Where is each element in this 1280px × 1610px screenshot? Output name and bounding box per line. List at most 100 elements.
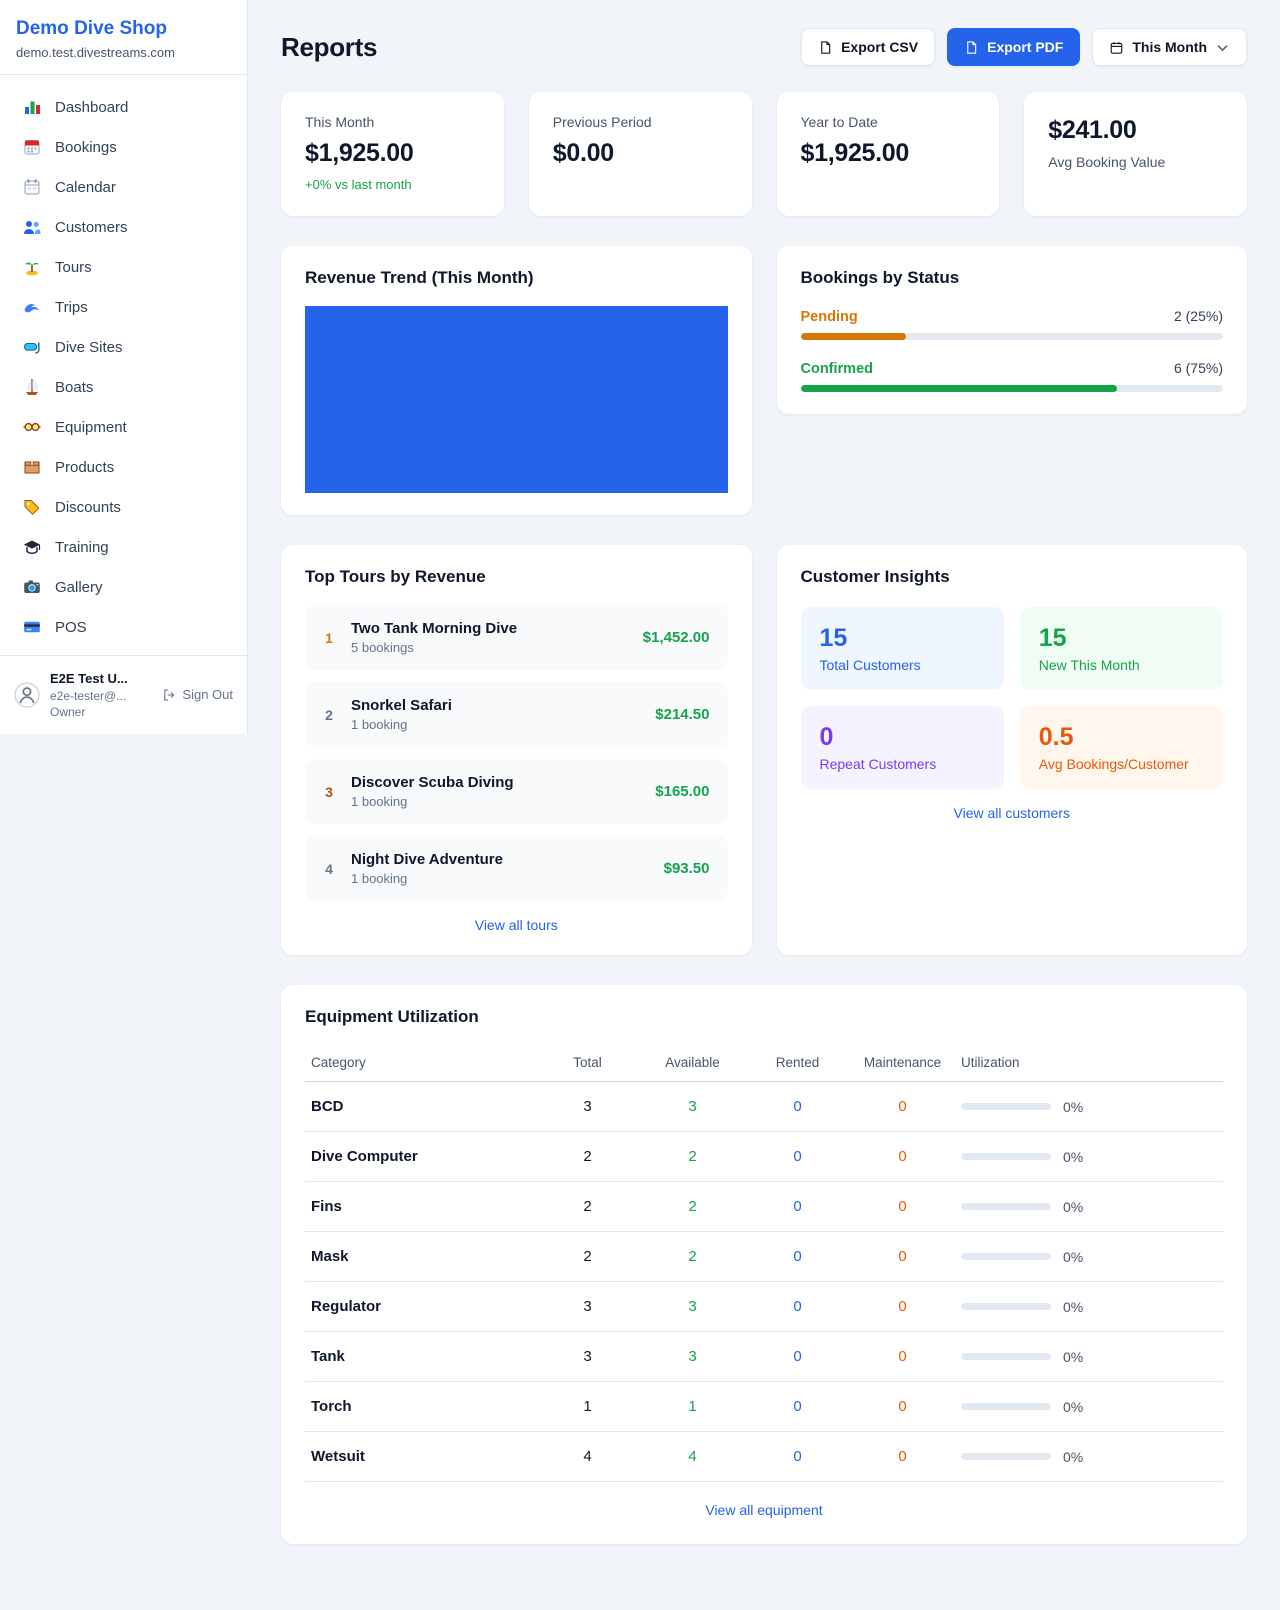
view-all-equipment-link[interactable]: View all equipment	[705, 1502, 823, 1518]
user-meta: E2E Test U... e2e-tester@... Owner	[50, 670, 128, 720]
sidebar-item-discounts[interactable]: Discounts	[8, 487, 239, 527]
sidebar-item-dive-sites[interactable]: Dive Sites	[8, 327, 239, 367]
insight-tiles: 15 Total Customers 15 New This Month 0 R…	[800, 607, 1223, 789]
utilization-percent: 0%	[1063, 1348, 1084, 1365]
user-email: e2e-tester@...	[50, 688, 127, 703]
sign-out-button[interactable]: Sign Out	[162, 687, 233, 702]
cell-rented: 0	[745, 1181, 850, 1232]
sidebar-item-gallery[interactable]: Gallery	[8, 567, 239, 607]
customers-icon	[22, 217, 42, 237]
table-row: Wetsuit 4 4 0 0 0%	[305, 1431, 1223, 1482]
dashboard-icon	[22, 97, 42, 117]
user-section: E2E Test U... e2e-tester@... Owner Sign …	[0, 655, 247, 734]
sidebar-item-products[interactable]: Products	[8, 447, 239, 487]
sidebar-item-pos[interactable]: POS	[8, 607, 239, 647]
tile-label: New This Month	[1038, 657, 1140, 673]
sidebar-item-calendar[interactable]: Calendar	[8, 167, 239, 207]
sidebar-item-label: Tours	[55, 258, 92, 276]
view-all-customers-link[interactable]: View all customers	[953, 805, 1070, 821]
revenue-trend-title: Revenue Trend (This Month)	[305, 268, 534, 287]
col-maintenance: Maintenance	[850, 1045, 955, 1082]
stat-label: Avg Booking Value	[1048, 154, 1166, 170]
sidebar-item-bookings[interactable]: Bookings	[8, 127, 239, 167]
status-row-confirmed: Confirmed 6 (75%)	[800, 360, 1223, 392]
tile-repeat-customers: 0 Repeat Customers	[800, 706, 1004, 789]
period-dropdown[interactable]: This Month	[1092, 28, 1247, 66]
tour-name: Discover Scuba Diving	[351, 774, 514, 791]
credit-card-icon	[22, 617, 42, 637]
period-label: This Month	[1132, 39, 1207, 55]
equipment-utilization-card: Equipment Utilization Category Total Ava…	[281, 985, 1247, 1544]
utilization-percent: 0%	[1063, 1398, 1084, 1415]
col-category: Category	[305, 1045, 535, 1082]
table-row: Torch 1 1 0 0 0%	[305, 1381, 1223, 1432]
cell-available: 2	[640, 1131, 745, 1182]
stat-label: This Month	[305, 114, 375, 130]
tile-label: Total Customers	[819, 657, 921, 673]
table-row: Regulator 3 3 0 0 0%	[305, 1281, 1223, 1332]
cell-available: 4	[640, 1431, 745, 1482]
progress-fill	[800, 385, 1118, 392]
bookings-by-status-card: Bookings by Status Pending 2 (25%) Confi…	[776, 246, 1247, 414]
utilization-percent: 0%	[1063, 1098, 1084, 1115]
sidebar-item-label: Bookings	[55, 138, 117, 156]
customer-insights-title: Customer Insights	[800, 567, 950, 586]
tile-value: 15	[1038, 624, 1067, 652]
cell-utilization: 0%	[955, 1381, 1223, 1432]
tile-value: 15	[819, 624, 848, 652]
tour-list-item[interactable]: 1 Two Tank Morning Dive 5 bookings $1,45…	[305, 605, 728, 670]
cell-maintenance: 0	[850, 1231, 955, 1282]
view-all-tours-link[interactable]: View all tours	[474, 917, 558, 933]
sidebar-item-label: Products	[55, 458, 115, 476]
cell-category: Dive Computer	[305, 1131, 535, 1182]
status-label: Confirmed	[800, 361, 874, 377]
tour-list-item[interactable]: 4 Night Dive Adventure 1 booking $93.50	[305, 836, 728, 901]
revenue-trend-chart	[305, 306, 728, 493]
sidebar-item-tours[interactable]: Tours	[8, 247, 239, 287]
tour-revenue: $93.50	[663, 860, 710, 877]
tour-list-item[interactable]: 2 Snorkel Safari 1 booking $214.50	[305, 682, 728, 747]
cell-rented: 0	[745, 1131, 850, 1182]
status-count: 2 (25%)	[1173, 308, 1223, 324]
progress-track	[800, 385, 1223, 392]
cell-rented: 0	[745, 1381, 850, 1432]
tile-total-customers: 15 Total Customers	[800, 607, 1004, 690]
calendar-icon	[22, 177, 42, 197]
tile-label: Repeat Customers	[819, 756, 937, 772]
sidebar-item-equipment[interactable]: Equipment	[8, 407, 239, 447]
col-utilization: Utilization	[955, 1045, 1223, 1082]
tour-revenue: $1,452.00	[642, 629, 710, 646]
export-pdf-button[interactable]: Export PDF	[947, 28, 1081, 66]
sidebar-item-customers[interactable]: Customers	[8, 207, 239, 247]
tour-rank: 4	[325, 860, 333, 877]
sign-out-label: Sign Out	[182, 687, 233, 703]
status-row-pending: Pending 2 (25%)	[800, 308, 1223, 340]
tour-list-item[interactable]: 3 Discover Scuba Diving 1 booking $165.0…	[305, 759, 728, 824]
cell-maintenance: 0	[850, 1081, 955, 1132]
tour-bookings: 1 booking	[351, 717, 408, 732]
utilization-percent: 0%	[1063, 1148, 1084, 1165]
tile-avg-bookings-per-customer: 0.5 Avg Bookings/Customer	[1019, 706, 1223, 789]
tour-bookings: 1 booking	[351, 794, 408, 809]
utilization-percent: 0%	[1063, 1198, 1084, 1215]
tour-list: 1 Two Tank Morning Dive 5 bookings $1,45…	[305, 605, 728, 901]
cell-utilization: 0%	[955, 1231, 1223, 1282]
sidebar-nav: Dashboard Bookings Calendar Customers To…	[0, 75, 247, 655]
cell-utilization: 0%	[955, 1181, 1223, 1232]
col-total: Total	[535, 1045, 640, 1082]
sidebar-item-trips[interactable]: Trips	[8, 287, 239, 327]
utilization-bar	[961, 1303, 1051, 1310]
cell-maintenance: 0	[850, 1181, 955, 1232]
sidebar-item-training[interactable]: Training	[8, 527, 239, 567]
cell-total: 3	[535, 1081, 640, 1132]
utilization-bar	[961, 1203, 1051, 1210]
export-csv-button[interactable]: Export CSV	[801, 28, 936, 66]
cell-maintenance: 0	[850, 1331, 955, 1382]
sidebar-item-boats[interactable]: Boats	[8, 367, 239, 407]
cell-total: 2	[535, 1131, 640, 1182]
sidebar-item-label: Dive Sites	[55, 338, 123, 356]
stat-delta: +0% vs last month	[305, 177, 412, 192]
cell-available: 3	[640, 1081, 745, 1132]
sidebar-item-dashboard[interactable]: Dashboard	[8, 87, 239, 127]
